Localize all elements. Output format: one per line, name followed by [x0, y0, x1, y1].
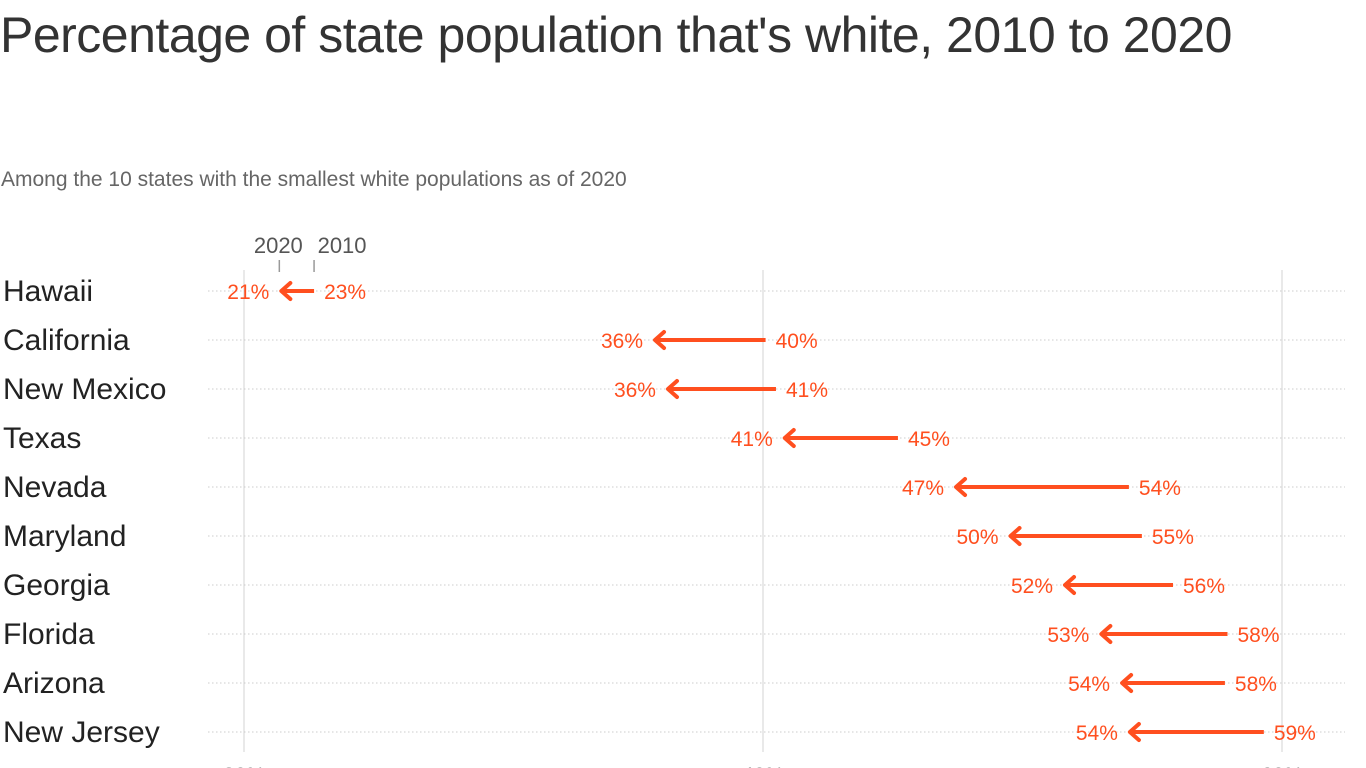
state-label: Texas — [3, 422, 81, 455]
change-arrow-head — [954, 477, 968, 497]
change-arrow-head — [653, 330, 667, 350]
value-label-2010: 54% — [1139, 477, 1181, 500]
x-tick-label: 60% — [1261, 764, 1303, 768]
legend-2020: 2020 — [254, 233, 303, 258]
change-arrow-head — [1127, 722, 1141, 742]
value-label-2020: 36% — [601, 330, 643, 353]
x-tick-label: 20% — [223, 764, 265, 768]
value-label-2010: 55% — [1152, 526, 1194, 549]
change-arrow-head — [1120, 673, 1134, 693]
value-label-2020: 47% — [902, 477, 944, 500]
state-label: Nevada — [3, 471, 107, 504]
change-arrow-head — [279, 281, 293, 301]
value-label-2020: 52% — [1011, 575, 1053, 598]
value-label-2010: 41% — [786, 379, 828, 402]
chart-title: Percentage of state population that's wh… — [0, 7, 1232, 63]
change-arrow-head — [1008, 526, 1022, 546]
value-label-2020: 41% — [731, 428, 773, 451]
state-label: New Mexico — [3, 373, 166, 406]
value-label-2020: 54% — [1068, 673, 1110, 696]
value-label-2020: 21% — [227, 281, 269, 304]
value-label-2010: 59% — [1274, 722, 1316, 745]
value-label-2010: 56% — [1183, 575, 1225, 598]
change-arrow-head — [1099, 624, 1113, 644]
state-label: Florida — [3, 618, 95, 651]
state-label: Maryland — [3, 520, 126, 553]
legend-2010: 2010 — [318, 233, 367, 258]
change-arrow-head — [665, 379, 679, 399]
change-arrow-head — [782, 428, 796, 448]
state-label: New Jersey — [3, 716, 160, 749]
state-label: Georgia — [3, 569, 110, 602]
value-label-2020: 50% — [956, 526, 998, 549]
value-label-2020: 53% — [1047, 624, 1089, 647]
change-arrow-head — [1063, 575, 1077, 595]
value-label-2010: 23% — [324, 281, 366, 304]
value-label-2020: 54% — [1076, 722, 1118, 745]
state-label: California — [3, 324, 130, 357]
x-tick-label: 40% — [742, 764, 784, 768]
state-label: Arizona — [3, 667, 105, 700]
state-label: Hawaii — [3, 275, 93, 308]
value-label-2010: 58% — [1238, 624, 1280, 647]
value-label-2020: 36% — [614, 379, 656, 402]
chart-subtitle: Among the 10 states with the smallest wh… — [1, 168, 627, 191]
value-label-2010: 45% — [908, 428, 950, 451]
value-label-2010: 40% — [776, 330, 818, 353]
value-label-2010: 58% — [1235, 673, 1277, 696]
